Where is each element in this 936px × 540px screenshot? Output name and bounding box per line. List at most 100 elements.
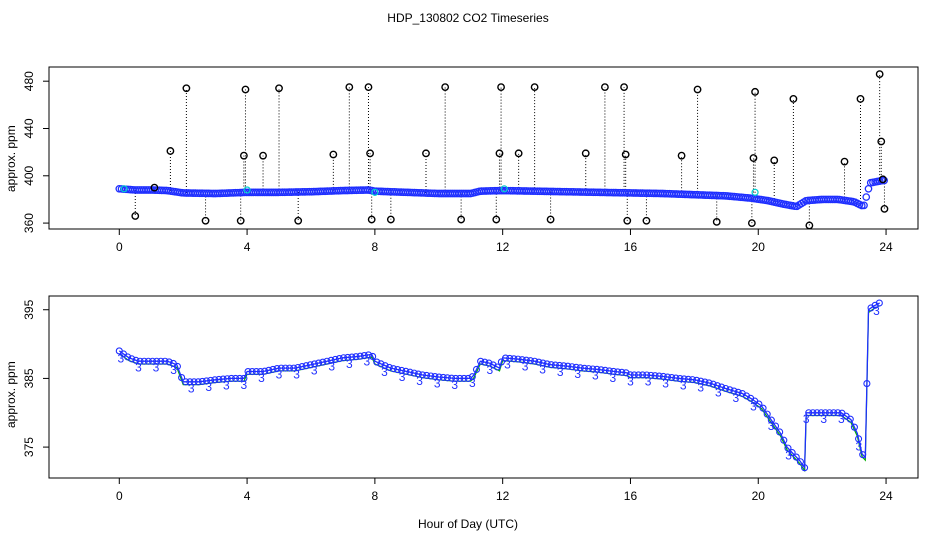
- series-point: [211, 376, 219, 384]
- series-point: [522, 356, 530, 364]
- series-point: [510, 355, 518, 363]
- series-marker-label: 3: [346, 357, 353, 371]
- top-x-tick-label: 12: [496, 240, 510, 254]
- raw-spike-point: [422, 149, 430, 158]
- series-point: [622, 369, 630, 377]
- series-point: [713, 382, 721, 390]
- series-point: [443, 374, 451, 382]
- series-point: [477, 357, 485, 365]
- raw-spike-point: [712, 218, 721, 226]
- series-point: [256, 367, 265, 376]
- raw-spike-point: [495, 149, 504, 158]
- series-point: [543, 360, 551, 368]
- series-marker-label: 3: [715, 385, 722, 399]
- series-marker-label: 3: [118, 352, 125, 366]
- series-point: [389, 365, 397, 373]
- series-point: [564, 362, 572, 370]
- series-point: [705, 379, 713, 387]
- series-marker-label: 3: [697, 381, 704, 395]
- series-point: [825, 409, 834, 417]
- series-point: [252, 367, 260, 376]
- flag-point: [120, 185, 128, 193]
- series-point: [198, 377, 206, 385]
- series-point: [759, 404, 767, 412]
- series-point: [551, 361, 559, 369]
- series-point: [585, 365, 593, 373]
- raw-spike-point: [877, 137, 886, 146]
- series-point: [207, 376, 215, 384]
- bottom-x-tick-label: 16: [624, 489, 638, 503]
- series-point: [352, 353, 360, 361]
- series-marker-label: 3: [522, 360, 529, 374]
- bottom-x-tick-label: 0: [116, 489, 123, 503]
- series-line: [118, 302, 881, 470]
- series-point: [601, 366, 609, 374]
- series-point: [173, 362, 181, 370]
- series-marker-label: 3: [434, 376, 441, 390]
- series-point: [182, 378, 190, 386]
- series-point: [780, 436, 788, 444]
- series-point: [834, 409, 842, 417]
- series-point: [659, 372, 667, 381]
- raw-spike-point: [441, 83, 450, 92]
- series-marker-label: 3: [399, 370, 406, 384]
- series-point: [497, 358, 505, 366]
- flag-point: [500, 185, 508, 193]
- series-point: [194, 378, 202, 386]
- series-point: [614, 368, 622, 376]
- raw-spike-point: [747, 219, 756, 227]
- series-point: [140, 357, 148, 365]
- raw-spike-point: [546, 215, 555, 224]
- series-point: [576, 364, 584, 372]
- raw-spike-point: [623, 216, 632, 225]
- series-point: [439, 373, 447, 381]
- raw-spike-point: [693, 85, 702, 94]
- series-marker-label: 3: [627, 374, 634, 388]
- series-point: [593, 365, 601, 373]
- series-point: [248, 367, 256, 376]
- series-point: [128, 355, 136, 363]
- series-marker-label: 3: [381, 365, 388, 379]
- series-point: [655, 372, 663, 380]
- series-point: [236, 374, 244, 382]
- series-marker-label: 3: [328, 360, 335, 374]
- series-point: [298, 363, 306, 371]
- series-point: [647, 371, 655, 379]
- x-axis-label: Hour of Day (UTC): [418, 517, 518, 531]
- series-point: [788, 449, 796, 457]
- top-y-tick-label: 360: [22, 213, 36, 233]
- raw-spike-point: [677, 151, 686, 160]
- raw-spike-point: [457, 215, 466, 224]
- series-point: [539, 359, 547, 367]
- series-point: [323, 357, 331, 365]
- series-marker-label: 3: [557, 365, 564, 379]
- series-marker-label: 3: [311, 363, 318, 377]
- series-point: [348, 353, 356, 361]
- series-point: [385, 363, 393, 371]
- series-point: [809, 409, 817, 417]
- series-marker-label: 3: [803, 412, 810, 426]
- top-panel-x-axis: 0 4 8 12 16 20 24: [116, 228, 893, 254]
- raw-spike-point: [530, 83, 539, 92]
- series-point: [817, 409, 825, 417]
- raw-spike-point: [131, 212, 140, 220]
- raw-spike-point: [275, 84, 283, 93]
- series-point: [335, 355, 343, 363]
- series-point: [531, 357, 539, 365]
- flag-point: [371, 188, 379, 196]
- series-point: [805, 409, 813, 417]
- series-marker-label: 3: [276, 368, 283, 382]
- flag-point: [243, 186, 251, 194]
- series-point: [726, 386, 734, 394]
- series-marker-label: 3: [258, 371, 265, 385]
- series-point: [219, 375, 227, 383]
- series-point: [813, 409, 821, 417]
- bottom-y-tick-label: 395: [22, 299, 36, 319]
- series-point: [722, 384, 730, 393]
- flag-point: [751, 188, 759, 196]
- series-point: [227, 374, 235, 382]
- series-point: [597, 366, 605, 374]
- series-marker-label: 3: [451, 378, 458, 392]
- top-x-tick-label: 4: [244, 240, 251, 254]
